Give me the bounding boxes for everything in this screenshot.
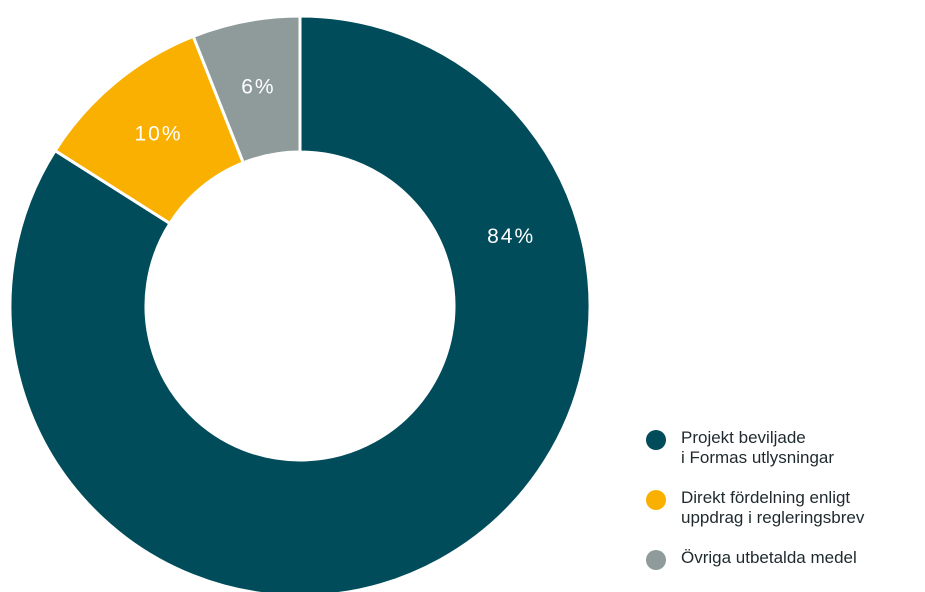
legend-label: Övriga utbetalda medel	[681, 548, 857, 567]
donut-slice	[8, 14, 592, 592]
slice-label: 6%	[241, 75, 275, 98]
legend-label: Direkt fördelning enligt uppdrag i regle…	[681, 488, 865, 527]
legend: Projekt beviljade i Formas utlysningar Di…	[646, 428, 925, 588]
legend-item: Projekt beviljade i Formas utlysningar	[646, 428, 925, 468]
slice-label: 84%	[487, 225, 535, 248]
legend-swatch	[646, 430, 666, 450]
legend-swatch	[646, 490, 666, 510]
legend-label: Projekt beviljade i Formas utlysningar	[681, 428, 835, 467]
legend-swatch	[646, 550, 666, 570]
donut-slice	[191, 14, 302, 165]
slice-label: 10%	[134, 122, 182, 145]
legend-item: Övriga utbetalda medel	[646, 548, 925, 570]
legend-item: Direkt fördelning enligt uppdrag i regle…	[646, 488, 925, 528]
